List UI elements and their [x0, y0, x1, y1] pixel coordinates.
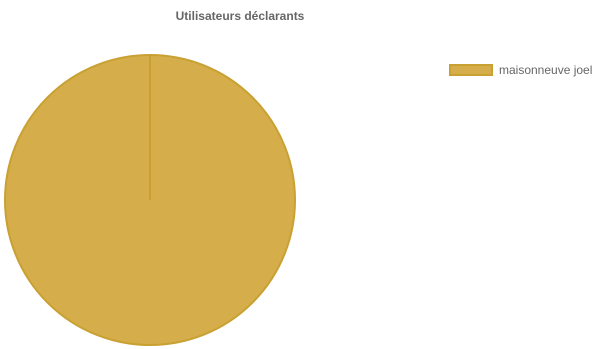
chart-title: Utilisateurs déclarants [175, 9, 305, 23]
legend-swatch[interactable] [449, 64, 493, 76]
legend: maisonneuve joel [449, 63, 592, 77]
legend-label[interactable]: maisonneuve joel [499, 63, 593, 77]
